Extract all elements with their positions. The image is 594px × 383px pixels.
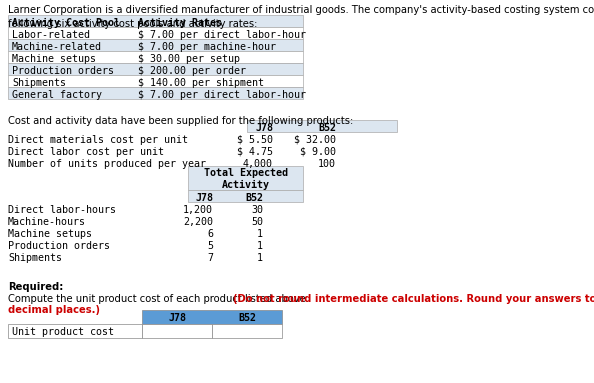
Text: B52: B52	[238, 313, 256, 323]
Text: Shipments: Shipments	[8, 253, 62, 263]
Text: $ 32.00: $ 32.00	[294, 135, 336, 145]
Text: $ 7.00 per direct labor-hour: $ 7.00 per direct labor-hour	[138, 30, 306, 40]
Text: $ 200.00 per order: $ 200.00 per order	[138, 66, 246, 76]
Bar	[8, 15, 303, 27]
Text: Total Expected: Total Expected	[204, 168, 287, 178]
Text: 100: 100	[318, 159, 336, 169]
Text: $ 5.50: $ 5.50	[237, 135, 273, 145]
Text: 1: 1	[257, 253, 263, 263]
Text: Labor-related: Labor-related	[12, 30, 90, 40]
Text: Number of units produced per year: Number of units produced per year	[8, 159, 206, 169]
Bar	[142, 324, 212, 338]
Bar	[247, 120, 397, 132]
Text: Unit product cost: Unit product cost	[12, 327, 114, 337]
Text: 30: 30	[251, 205, 263, 215]
Text: Production orders: Production orders	[12, 66, 114, 76]
Text: $ 7.00 per direct labor-hour: $ 7.00 per direct labor-hour	[138, 90, 306, 100]
Bar	[8, 27, 303, 39]
Bar	[8, 63, 303, 75]
Text: B52: B52	[245, 193, 263, 203]
Text: $ 7.00 per machine-hour: $ 7.00 per machine-hour	[138, 42, 276, 52]
Text: Required:: Required:	[8, 282, 64, 292]
Bar	[142, 310, 282, 324]
Text: J78: J78	[168, 313, 186, 323]
Text: 6: 6	[207, 229, 213, 239]
Text: 7: 7	[207, 253, 213, 263]
Text: Direct materials cost per unit: Direct materials cost per unit	[8, 135, 188, 145]
Text: Production orders: Production orders	[8, 241, 110, 251]
Text: Shipments: Shipments	[12, 78, 66, 88]
Bar	[8, 51, 303, 63]
Text: Activity: Activity	[222, 180, 270, 190]
Text: Machine setups: Machine setups	[8, 229, 92, 239]
Text: decimal places.): decimal places.)	[8, 305, 100, 315]
Text: Activity Rates: Activity Rates	[138, 18, 222, 28]
Text: $ 30.00 per setup: $ 30.00 per setup	[138, 54, 240, 64]
Text: Larner Corporation is a diversified manufacturer of industrial goods. The compan: Larner Corporation is a diversified manu…	[8, 5, 594, 29]
Text: Cost and activity data have been supplied for the following products:: Cost and activity data have been supplie…	[8, 116, 353, 126]
Text: Direct labor-hours: Direct labor-hours	[8, 205, 116, 215]
Text: 50: 50	[251, 217, 263, 227]
Text: J78: J78	[195, 193, 213, 203]
Text: Compute the unit product cost of each product listed above.: Compute the unit product cost of each pr…	[8, 294, 312, 304]
Bar	[212, 324, 282, 338]
Text: 2,200: 2,200	[183, 217, 213, 227]
Text: Machine setups: Machine setups	[12, 54, 96, 64]
Bar	[8, 39, 303, 51]
Text: Machine-related: Machine-related	[12, 42, 102, 52]
Bar	[188, 166, 303, 190]
Bar	[8, 87, 303, 99]
Text: $ 9.00: $ 9.00	[300, 147, 336, 157]
Text: J78: J78	[255, 123, 273, 133]
Text: 5: 5	[207, 241, 213, 251]
Text: Machine-hours: Machine-hours	[8, 217, 86, 227]
Text: General factory: General factory	[12, 90, 102, 100]
Text: Direct labor cost per unit: Direct labor cost per unit	[8, 147, 164, 157]
Text: (Do not round intermediate calculations. Round your answers to 2: (Do not round intermediate calculations.…	[233, 294, 594, 304]
Text: Activity Cost Pool: Activity Cost Pool	[12, 18, 120, 28]
Text: $ 140.00 per shipment: $ 140.00 per shipment	[138, 78, 264, 88]
Text: $ 4.75: $ 4.75	[237, 147, 273, 157]
Text: 1,200: 1,200	[183, 205, 213, 215]
Bar	[8, 324, 142, 338]
Text: 4,000: 4,000	[243, 159, 273, 169]
Text: 1: 1	[257, 241, 263, 251]
Bar	[188, 190, 303, 202]
Text: 1: 1	[257, 229, 263, 239]
Bar	[8, 75, 303, 87]
Text: B52: B52	[318, 123, 336, 133]
